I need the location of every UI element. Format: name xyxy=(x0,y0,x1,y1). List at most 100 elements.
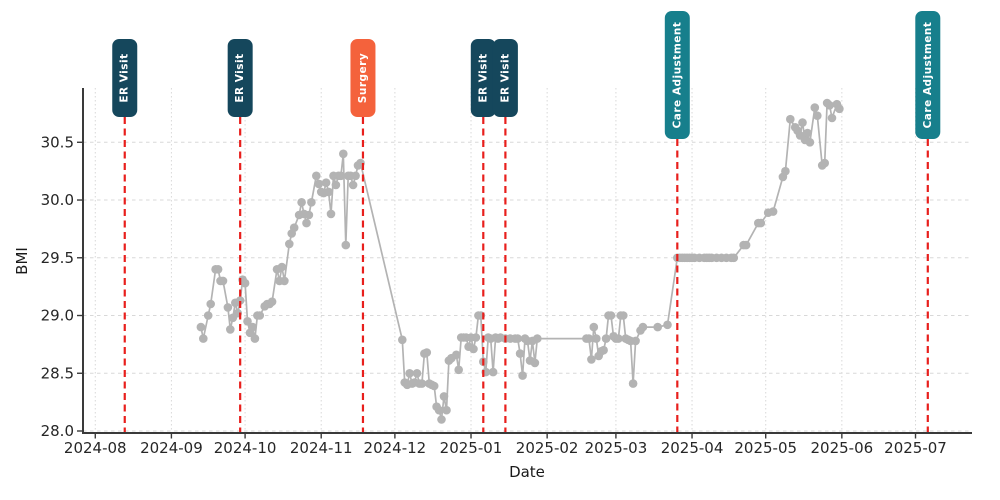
data-point xyxy=(250,334,260,343)
event-marker: Care Adjustment xyxy=(915,11,941,433)
x-tick-label: 2024-12 xyxy=(364,439,427,457)
y-tick-label: 28.5 xyxy=(41,364,74,382)
data-point xyxy=(471,333,481,342)
event-label-box xyxy=(664,11,690,139)
event-label: ER Visit xyxy=(499,53,511,102)
data-point xyxy=(798,118,807,127)
data-point xyxy=(196,322,206,332)
data-point xyxy=(584,334,594,343)
data-point xyxy=(206,299,215,309)
data-point xyxy=(223,303,233,312)
x-tick-label: 2025-06 xyxy=(810,439,873,457)
data-point xyxy=(781,166,790,176)
data-point xyxy=(348,180,358,190)
data-point xyxy=(203,311,213,320)
event-marker: Care Adjustment xyxy=(664,11,690,433)
event-label-box xyxy=(915,11,941,139)
event-label: Care Adjustment xyxy=(671,22,683,129)
data-point xyxy=(326,209,336,219)
data-point xyxy=(235,296,245,305)
data-point xyxy=(835,104,844,114)
data-point xyxy=(488,367,498,377)
data-point xyxy=(454,365,464,375)
data-point xyxy=(280,276,289,286)
y-tick-label: 29.5 xyxy=(41,249,74,267)
data-point xyxy=(304,210,314,220)
data-point xyxy=(518,371,527,380)
data-point xyxy=(314,179,324,189)
data-point xyxy=(825,101,834,110)
data-point xyxy=(412,369,422,378)
data-point xyxy=(452,350,461,360)
data-point xyxy=(631,336,640,346)
data-point xyxy=(786,114,795,124)
data-point xyxy=(741,240,751,250)
data-point xyxy=(601,334,611,343)
x-tick-label: 2024-09 xyxy=(140,439,203,457)
data-point xyxy=(439,392,449,401)
x-tick-label: 2025-05 xyxy=(734,439,797,457)
event-label: Surgery xyxy=(357,53,369,103)
data-point xyxy=(199,334,208,343)
bmi-trend-line xyxy=(200,101,841,420)
data-point xyxy=(820,158,829,168)
data-point xyxy=(614,334,623,343)
tick-marks-and-labels: 2024-08 2024-09 2024-10 2024-11 2024-12 2025-… xyxy=(41,133,947,457)
y-tick-label: 28.0 xyxy=(41,422,74,440)
x-tick-label: 2024-11 xyxy=(290,439,353,457)
x-tick-label: 2025-03 xyxy=(585,439,648,457)
x-tick-label: 2025-04 xyxy=(661,439,724,457)
event-label-box xyxy=(112,39,138,117)
gridlines xyxy=(83,88,972,432)
data-point xyxy=(592,334,601,343)
data-point xyxy=(638,322,648,332)
event-marker: ER Visit xyxy=(492,39,518,433)
data-point xyxy=(810,103,820,112)
data-point xyxy=(240,278,250,288)
x-tick-label: 2025-01 xyxy=(440,439,503,457)
data-point xyxy=(587,355,596,364)
data-point xyxy=(437,415,446,424)
data-point xyxy=(429,381,439,391)
data-point xyxy=(277,262,287,272)
event-marker: ER Visit xyxy=(470,39,496,433)
event-marker: ER Visit xyxy=(112,39,138,433)
data-point xyxy=(813,111,822,120)
data-point xyxy=(297,198,306,207)
data-point xyxy=(417,379,427,388)
data-point xyxy=(606,311,616,320)
y-axis-title: BMI xyxy=(13,247,31,275)
data-point xyxy=(321,178,331,187)
data-point xyxy=(289,223,299,232)
data-point xyxy=(213,265,223,274)
data-point xyxy=(515,349,525,358)
event-label-box xyxy=(470,39,496,117)
data-point xyxy=(530,358,540,368)
x-tick-label: 2025-07 xyxy=(884,439,947,457)
x-axis-title: Date xyxy=(509,463,545,481)
data-point xyxy=(434,405,444,415)
data-point xyxy=(339,149,348,159)
data-point xyxy=(324,187,333,197)
data-point xyxy=(307,198,316,207)
y-tick-label: 30.5 xyxy=(41,133,74,151)
data-point xyxy=(663,320,672,330)
data-point xyxy=(285,239,294,249)
data-point xyxy=(218,276,228,286)
data-point xyxy=(351,171,360,181)
data-point xyxy=(589,322,599,332)
event-label: ER Visit xyxy=(477,53,489,102)
data-point xyxy=(302,218,311,228)
data-point xyxy=(398,335,407,345)
bmi-series xyxy=(196,98,844,424)
data-point xyxy=(827,113,837,123)
data-point xyxy=(243,317,252,326)
data-point xyxy=(442,405,451,415)
data-point xyxy=(267,297,277,307)
event-label: ER Visit xyxy=(119,53,131,102)
event-markers: ER Visit ER Visit Surgery ER Visit ER Visit C… xyxy=(112,11,941,433)
x-tick-label: 2024-10 xyxy=(214,439,277,457)
event-marker: Surgery xyxy=(350,39,376,433)
